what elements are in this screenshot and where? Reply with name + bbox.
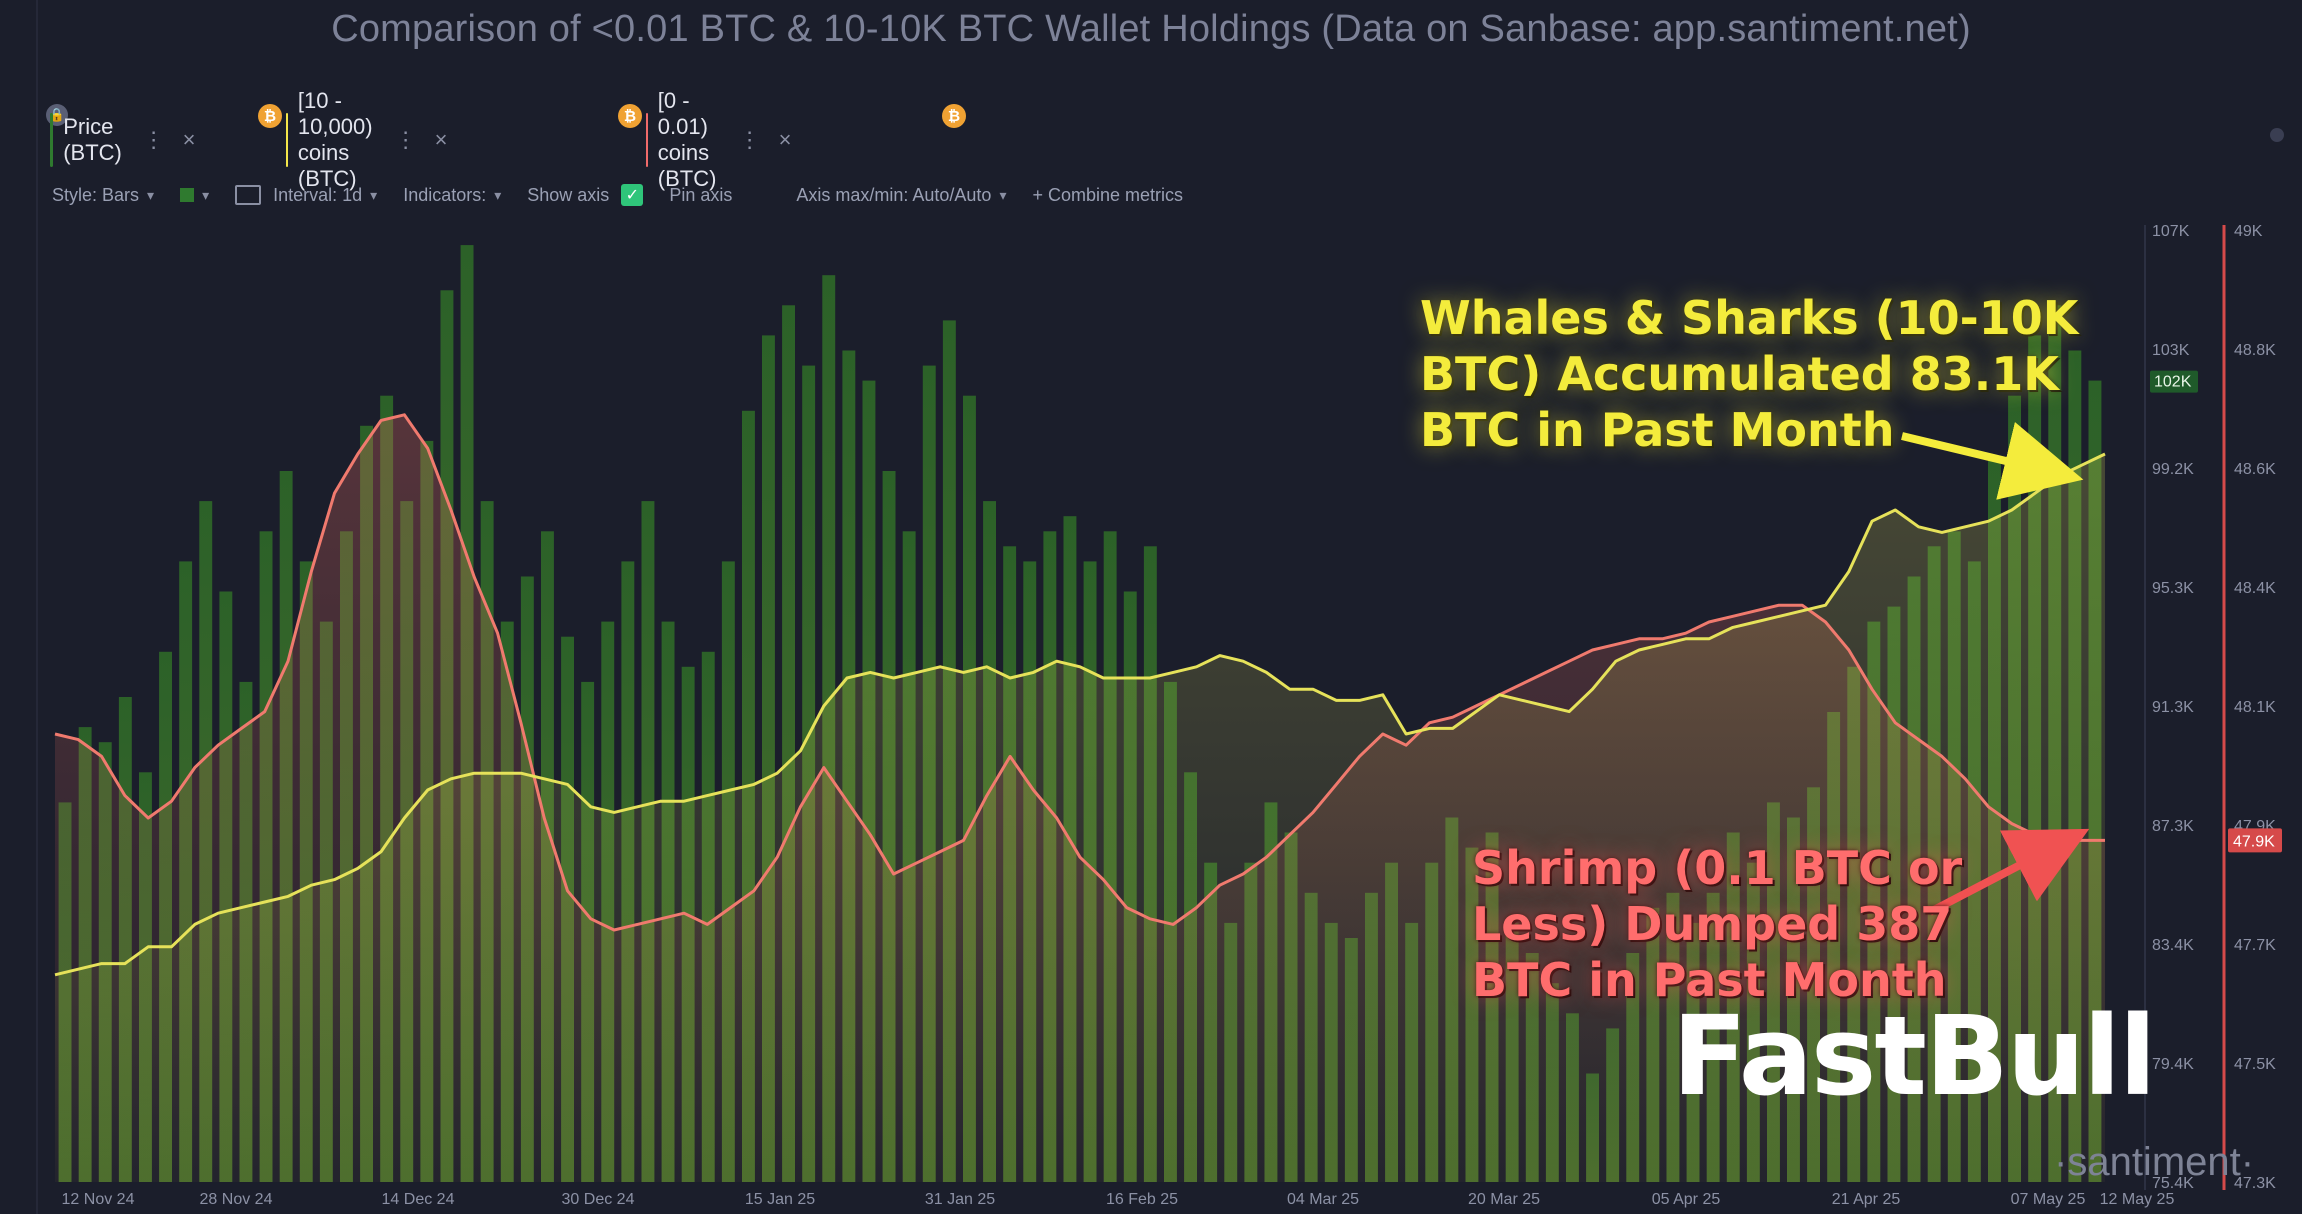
- price-current-label: 102K: [2154, 374, 2192, 391]
- x-tick: 31 Jan 25: [925, 1191, 995, 1208]
- shrimp-arrow: [1928, 828, 2090, 916]
- chart-toolbar: Style: Bars ▾ ▾ Interval: 1d ▾ Indicator…: [52, 180, 1209, 210]
- x-tick: 05 Apr 25: [1652, 1191, 1721, 1208]
- chart-title: Comparison of <0.01 BTC & 10-10K BTC Wal…: [331, 8, 1971, 50]
- y-left-tick: 75.4K: [2152, 1175, 2194, 1192]
- whales-series-line: [54, 452, 2106, 977]
- bitcoin-icon: ₿: [942, 104, 966, 128]
- y-right-tick: 49K: [2234, 223, 2263, 240]
- show-axis-label: Show axis: [527, 184, 610, 205]
- whales-arrow: [1901, 422, 2084, 500]
- y-left-tick: 99.2K: [2152, 461, 2194, 478]
- fastbull-watermark: FastBull: [1672, 992, 2157, 1120]
- price-current-badge: [2150, 370, 2198, 393]
- whales-series-area: [55, 454, 2105, 1182]
- tab-shrimp-more-icon[interactable]: ⋮: [738, 127, 761, 152]
- tab-price-close-icon[interactable]: ×: [182, 127, 196, 152]
- combine-metrics-button[interactable]: + Combine metrics: [1032, 185, 1183, 206]
- y-right-tick: 48.8K: [2234, 342, 2276, 359]
- style-dropdown[interactable]: Style: Bars ▾: [52, 185, 154, 206]
- tab-price-label: Price (BTC): [63, 114, 122, 165]
- tab-whales-more-icon[interactable]: ⋮: [394, 127, 417, 152]
- y-left-tick: 103K: [2152, 342, 2190, 359]
- y-left-tick: 91.3K: [2152, 699, 2194, 716]
- pin-axis-label: Pin axis: [669, 184, 733, 205]
- tab-shrimp-label: [0 - 0.01) coins (BTC): [657, 88, 717, 191]
- axes: 107K 103K 99.2K 95.3K 91.3K 87.3K 83.4K 79.4K 75…: [62, 223, 2282, 1208]
- x-tick: 12 Nov 24: [62, 1191, 135, 1208]
- settings-dot-icon[interactable]: [2270, 128, 2284, 142]
- y-right-tick: 48.4K: [2234, 580, 2276, 597]
- color-swatch: [180, 188, 195, 202]
- x-tick: 12 May 25: [2100, 1191, 2175, 1208]
- x-tick: 30 Dec 24: [562, 1191, 635, 1208]
- tab-shrimp-color: [646, 113, 648, 167]
- x-tick: 20 Mar 25: [1468, 1191, 1540, 1208]
- y-left-tick: 95.3K: [2152, 580, 2194, 597]
- x-tick: 07 May 25: [2011, 1191, 2086, 1208]
- chevron-down-icon: ▾: [370, 186, 378, 203]
- y-right-tick: 47.3K: [2234, 1175, 2276, 1192]
- series-lines: [54, 413, 2106, 977]
- tab-shrimp-close-icon[interactable]: ×: [778, 127, 792, 152]
- y-left-tick: 79.4K: [2152, 1056, 2194, 1073]
- interval-dropdown[interactable]: Interval: 1d ▾: [235, 185, 377, 206]
- y-left-tick: 107K: [2152, 223, 2190, 240]
- y-right-tick: 48.6K: [2234, 461, 2276, 478]
- axis-maxmin-label: Axis max/min: Auto/Auto: [796, 184, 992, 205]
- chevron-down-icon: ▾: [999, 186, 1007, 203]
- chevron-down-icon: ▾: [147, 186, 155, 203]
- tab-whales-color: [286, 113, 288, 167]
- chevron-down-icon: ▾: [494, 186, 502, 203]
- style-label: Style: Bars: [52, 184, 140, 205]
- chevron-down-icon: ▾: [202, 186, 210, 203]
- show-axis-toggle[interactable]: Show axis ✓: [527, 184, 644, 206]
- tab-whales-close-icon[interactable]: ×: [434, 127, 448, 152]
- tab-price-more-icon[interactable]: ⋮: [142, 127, 165, 152]
- santiment-logo: ·santiment·: [2054, 1140, 2255, 1184]
- pin-axis-toggle[interactable]: Pin axis: [669, 185, 732, 206]
- checkmark-icon[interactable]: ✓: [621, 184, 644, 206]
- line-areas: [55, 414, 2105, 1182]
- calendar-icon: [235, 185, 262, 205]
- x-tick: 04 Mar 25: [1287, 1191, 1359, 1208]
- x-tick: 14 Dec 24: [382, 1191, 455, 1208]
- y-left-tick: 83.4K: [2152, 937, 2194, 954]
- x-tick: 15 Jan 25: [745, 1191, 815, 1208]
- interval-label: Interval: 1d: [273, 184, 363, 205]
- bitcoin-icon: ₿: [258, 104, 282, 128]
- y-right-tick: 47.7K: [2234, 937, 2276, 954]
- axis-maxmin-dropdown[interactable]: Axis max/min: Auto/Auto ▾: [796, 185, 1006, 206]
- tab-price-color: [50, 113, 54, 167]
- tab-whales-label: [10 - 10,000) coins (BTC): [297, 88, 373, 191]
- x-tick: 21 Apr 25: [1832, 1191, 1901, 1208]
- y-right-tick: 48.1K: [2234, 699, 2276, 716]
- tab-price[interactable]: Price (BTC) ⋮ ×: [50, 110, 196, 170]
- shrimp-series-line: [54, 413, 2105, 932]
- shrimp-annotation: Shrimp (0.1 BTC or Less) Dumped 387 BTC …: [1472, 841, 1963, 1007]
- indicators-dropdown[interactable]: Indicators: ▾: [403, 185, 501, 206]
- shrimp-current-label: 47.9K: [2233, 833, 2275, 850]
- shrimp-current-badge: [2228, 828, 2282, 853]
- x-tick: 16 Feb 25: [1106, 1191, 1178, 1208]
- y-right-tick: 47.5K: [2234, 1056, 2276, 1073]
- y-left-tick: 87.3K: [2152, 818, 2194, 835]
- tab-shrimp[interactable]: [0 - 0.01) coins (BTC) ⋮ ×: [646, 88, 792, 191]
- color-dropdown[interactable]: ▾: [180, 187, 209, 204]
- tab-whales[interactable]: [10 - 10,000) coins (BTC) ⋮ ×: [286, 88, 448, 191]
- combine-metrics-label: + Combine metrics: [1032, 184, 1184, 205]
- whales-annotation: Whales & Sharks (10-10K BTC) Accumulated…: [1420, 291, 2079, 457]
- bitcoin-icon: ₿: [618, 104, 642, 128]
- left-border: [36, 0, 38, 1214]
- indicators-label: Indicators:: [403, 184, 487, 205]
- x-tick: 28 Nov 24: [200, 1191, 273, 1208]
